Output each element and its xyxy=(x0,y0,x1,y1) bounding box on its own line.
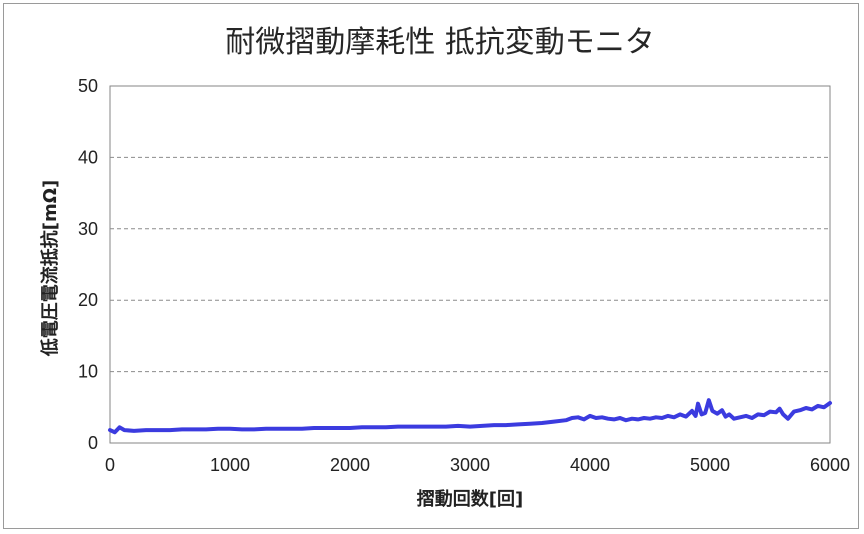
y-tick-label: 50 xyxy=(78,76,98,96)
x-axis-ticks: 0 1000 2000 3000 4000 5000 6000 xyxy=(105,455,850,475)
x-tick-label: 4000 xyxy=(570,455,610,475)
series-line-0 xyxy=(108,398,832,435)
gridlines xyxy=(110,156,830,373)
y-tick-label: 20 xyxy=(78,290,98,310)
x-tick-label: 2000 xyxy=(330,455,370,475)
y-axis-title: 低電圧電流抵抗[mΩ] xyxy=(39,180,61,358)
y-tick-label: 0 xyxy=(88,433,98,453)
x-axis-title: 摺動回数[回] xyxy=(417,488,523,510)
x-tick-label: 6000 xyxy=(810,455,850,475)
x-tick-label: 3000 xyxy=(450,455,490,475)
x-tick-label: 5000 xyxy=(690,455,730,475)
y-tick-label: 30 xyxy=(78,219,98,239)
x-tick-label: 1000 xyxy=(210,455,250,475)
chart-title: 耐微摺動摩耗性 抵抗変動モニタ xyxy=(225,25,655,60)
plot-area xyxy=(109,85,831,444)
x-tick-label: 0 xyxy=(105,455,115,475)
series-group xyxy=(108,398,832,435)
y-tick-label: 40 xyxy=(78,147,98,167)
y-axis-ticks: 0 10 20 30 40 50 xyxy=(78,76,98,453)
y-tick-label: 10 xyxy=(78,362,98,382)
